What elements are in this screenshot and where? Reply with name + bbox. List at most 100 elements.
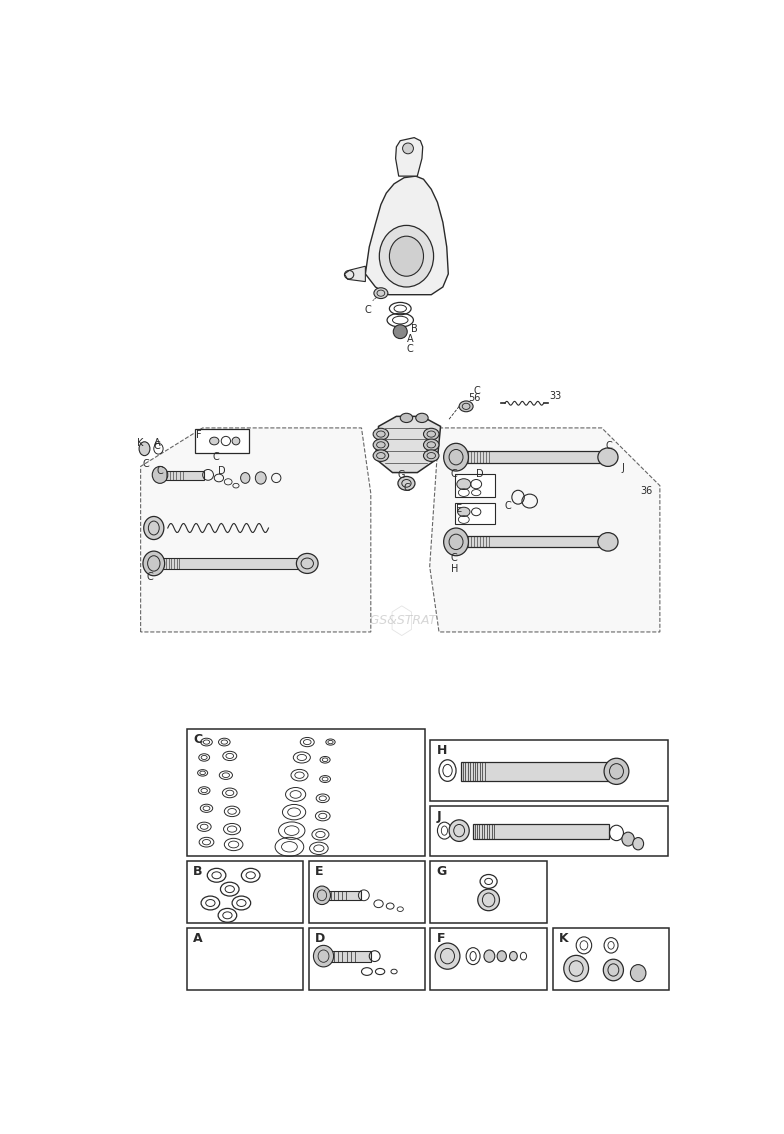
- Text: B: B: [411, 324, 418, 335]
- Ellipse shape: [416, 413, 428, 423]
- Ellipse shape: [449, 820, 470, 841]
- Ellipse shape: [152, 466, 168, 483]
- Text: G: G: [437, 865, 447, 878]
- Ellipse shape: [622, 832, 634, 846]
- Text: D: D: [476, 468, 484, 479]
- Ellipse shape: [459, 401, 473, 412]
- Text: C: C: [365, 305, 372, 315]
- Bar: [553, 929, 670, 990]
- Bar: [162, 471, 204, 480]
- Ellipse shape: [143, 551, 165, 576]
- Text: C: C: [451, 468, 457, 479]
- Ellipse shape: [209, 437, 219, 445]
- Text: A: A: [406, 335, 413, 345]
- Text: A: A: [194, 932, 203, 946]
- Ellipse shape: [604, 959, 623, 981]
- Ellipse shape: [564, 955, 589, 982]
- Ellipse shape: [401, 413, 412, 423]
- Ellipse shape: [232, 437, 240, 445]
- Ellipse shape: [296, 553, 318, 574]
- Ellipse shape: [604, 759, 629, 785]
- Text: J: J: [621, 463, 624, 473]
- Text: D: D: [218, 466, 226, 476]
- Text: C: C: [194, 733, 202, 746]
- Ellipse shape: [484, 950, 495, 963]
- Ellipse shape: [457, 479, 470, 490]
- Text: C: C: [403, 483, 410, 493]
- Bar: [309, 929, 425, 990]
- Ellipse shape: [398, 476, 415, 490]
- Ellipse shape: [444, 443, 469, 471]
- Ellipse shape: [394, 324, 407, 339]
- Bar: [462, 762, 608, 780]
- Text: E: E: [456, 505, 463, 514]
- Ellipse shape: [423, 429, 439, 440]
- Ellipse shape: [444, 528, 469, 556]
- Text: C: C: [143, 459, 150, 468]
- Text: 56: 56: [469, 393, 481, 404]
- Ellipse shape: [373, 439, 389, 450]
- Text: H: H: [451, 565, 458, 574]
- Bar: [430, 739, 669, 802]
- Text: C: C: [451, 553, 457, 564]
- Text: C: C: [156, 466, 163, 476]
- Bar: [195, 429, 249, 454]
- Text: C: C: [146, 572, 153, 582]
- Bar: [455, 502, 495, 524]
- Ellipse shape: [314, 886, 331, 905]
- Text: F: F: [437, 932, 445, 946]
- Bar: [187, 862, 303, 923]
- Bar: [430, 806, 669, 856]
- Text: C: C: [474, 386, 481, 396]
- Text: J: J: [437, 810, 441, 823]
- Ellipse shape: [435, 943, 460, 970]
- Ellipse shape: [314, 946, 334, 967]
- Ellipse shape: [458, 507, 470, 516]
- Bar: [187, 929, 303, 990]
- Ellipse shape: [477, 889, 499, 911]
- Ellipse shape: [598, 448, 618, 466]
- Ellipse shape: [379, 226, 434, 287]
- Text: 33: 33: [549, 391, 561, 401]
- Ellipse shape: [249, 968, 263, 984]
- Bar: [455, 474, 495, 497]
- Text: B: B: [194, 865, 203, 878]
- Bar: [309, 862, 425, 923]
- Ellipse shape: [139, 442, 150, 456]
- Ellipse shape: [423, 439, 439, 450]
- Text: C: C: [154, 441, 161, 451]
- Ellipse shape: [510, 951, 517, 960]
- Ellipse shape: [241, 473, 250, 483]
- Bar: [473, 823, 608, 839]
- Ellipse shape: [373, 429, 389, 440]
- Ellipse shape: [205, 951, 220, 967]
- Bar: [430, 929, 546, 990]
- Ellipse shape: [390, 236, 423, 277]
- Ellipse shape: [497, 950, 506, 962]
- Polygon shape: [140, 428, 371, 632]
- Text: A: A: [154, 438, 161, 448]
- Text: F: F: [197, 430, 202, 440]
- Ellipse shape: [209, 936, 223, 951]
- Text: C: C: [212, 451, 220, 462]
- Ellipse shape: [209, 968, 223, 984]
- Ellipse shape: [143, 516, 164, 540]
- Ellipse shape: [630, 965, 646, 982]
- Ellipse shape: [633, 838, 644, 849]
- Bar: [187, 729, 425, 856]
- Ellipse shape: [242, 951, 256, 967]
- Ellipse shape: [246, 936, 260, 951]
- Polygon shape: [365, 176, 448, 295]
- Polygon shape: [344, 266, 365, 281]
- Ellipse shape: [374, 288, 388, 298]
- Polygon shape: [430, 428, 660, 632]
- Text: K: K: [136, 438, 143, 448]
- Bar: [162, 558, 301, 569]
- Bar: [466, 536, 602, 548]
- Bar: [466, 451, 602, 463]
- Ellipse shape: [373, 450, 389, 462]
- Text: C: C: [505, 501, 512, 511]
- Text: K: K: [559, 932, 568, 946]
- Text: C: C: [605, 441, 612, 451]
- Polygon shape: [376, 416, 441, 473]
